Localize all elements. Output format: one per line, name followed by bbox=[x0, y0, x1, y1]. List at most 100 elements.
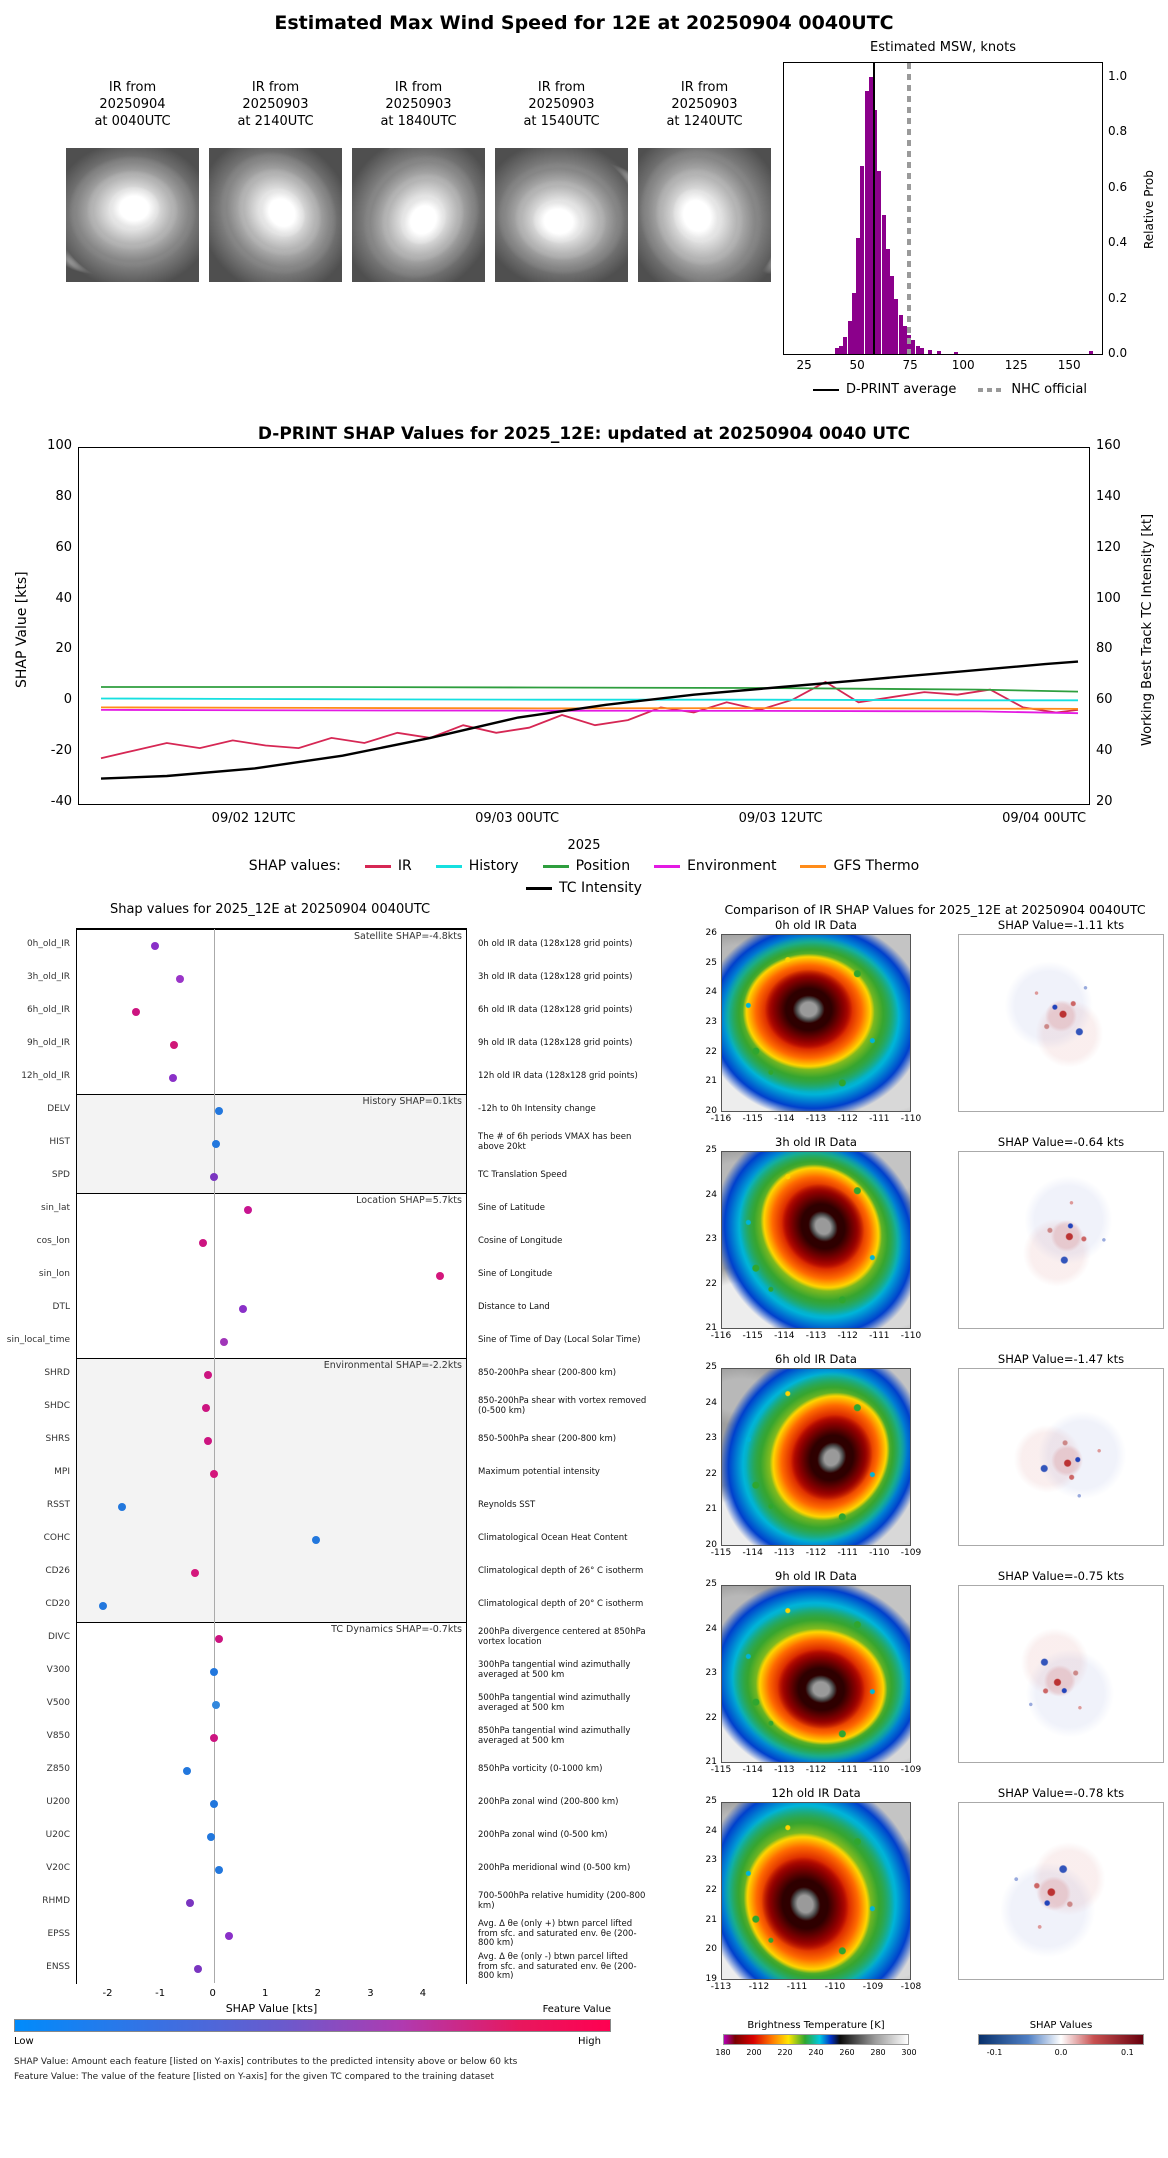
hist-xtick: 50 bbox=[849, 358, 865, 372]
histogram-bar bbox=[915, 345, 920, 354]
feature-description: 850-500hPa shear (200-800 km) bbox=[478, 1423, 648, 1456]
feature-name: CD20 bbox=[45, 1599, 70, 1609]
ir-thumbnail-label-line: 20250903 bbox=[528, 96, 595, 112]
feature-name: DELV bbox=[47, 1104, 70, 1114]
cloud-speckles bbox=[722, 1586, 910, 1762]
lon-tick: -112 bbox=[748, 1982, 770, 1992]
grayscale-storm-graphic bbox=[638, 148, 771, 282]
histogram-bar bbox=[851, 293, 856, 354]
ir-thumbnail-image bbox=[66, 148, 199, 282]
feature-description-text: 850-500hPa shear (200-800 km) bbox=[478, 1433, 617, 1444]
feature-dot bbox=[220, 1337, 229, 1346]
ft-xtick: 2 bbox=[314, 1988, 321, 1999]
ts-ytick-right: 20 bbox=[1096, 794, 1113, 809]
storm-core-graphic bbox=[722, 1152, 910, 1328]
ts-ytick-left: 80 bbox=[55, 488, 72, 504]
lat-tick: 20 bbox=[705, 1944, 717, 1955]
ir-thumbnail-label-line: at 2140UTC bbox=[237, 113, 314, 129]
grayscale-storm-graphic bbox=[66, 148, 199, 282]
lon-tick: -113 bbox=[710, 1982, 732, 1992]
group-shap-label: Environmental SHAP=-2.2kts bbox=[323, 1360, 462, 1371]
histogram-bar bbox=[856, 237, 861, 354]
group-shap-label: Location SHAP=5.7kts bbox=[356, 1195, 462, 1206]
histogram-bar bbox=[890, 276, 895, 354]
zero-reference-line bbox=[213, 929, 215, 1983]
series-gfs-thermo bbox=[100, 706, 1079, 710]
feature-description-text: 700-500hPa relative humidity (200-800 km… bbox=[478, 1890, 646, 1911]
ts-ytick-left: -20 bbox=[50, 743, 72, 759]
legend-prefix: SHAP values: bbox=[248, 858, 341, 874]
ts-ytick-left: 100 bbox=[47, 438, 72, 453]
ir-thumbnail-label: IR from 20250903 at 1540UTC bbox=[495, 80, 628, 131]
feature-description: TC Translation Speed bbox=[478, 1159, 648, 1192]
ir-thumbnail-label-line: IR from bbox=[394, 80, 443, 95]
feature-dot bbox=[191, 1568, 200, 1577]
feature-name: 12h_old_IR bbox=[21, 1071, 70, 1081]
page-title: Estimated Max Wind Speed for 12E at 2025… bbox=[274, 12, 894, 34]
feature-name: CD26 bbox=[45, 1566, 70, 1576]
ts-ytick-right: 60 bbox=[1096, 692, 1113, 708]
lat-tick: 21 bbox=[705, 1757, 717, 1767]
feature-name: HIST bbox=[49, 1137, 70, 1147]
legend-label: TC Intensity bbox=[559, 880, 642, 896]
group-shap-label: TC Dynamics SHAP=-0.7kts bbox=[331, 1624, 462, 1635]
ft-xtick: 3 bbox=[367, 1988, 374, 1999]
shap-speckles bbox=[959, 1369, 1163, 1545]
feature-name: 3h_old_IR bbox=[26, 972, 70, 982]
ir-thumbnail-label-line: at 1840UTC bbox=[380, 113, 457, 129]
ir-data-title: 12h old IR Data bbox=[771, 1786, 861, 1800]
histogram-bar bbox=[839, 345, 844, 354]
feature-dot bbox=[238, 1304, 247, 1313]
dprint-average-line bbox=[873, 63, 876, 354]
feature-name: DIVC bbox=[47, 1632, 70, 1642]
timeseries-canvas bbox=[100, 660, 1079, 780]
histogram-bar bbox=[911, 340, 916, 354]
ir-thumbnail-label-line: at 0040UTC bbox=[94, 113, 171, 129]
histogram-bar bbox=[864, 90, 869, 354]
feature-name: SHRS bbox=[45, 1434, 70, 1444]
feature-name: RHMD bbox=[42, 1896, 70, 1906]
feature-description: -12h to 0h Intensity change bbox=[478, 1093, 648, 1126]
feature-description: 9h old IR data (128x128 grid points) bbox=[478, 1027, 648, 1060]
lon-tick: -112 bbox=[805, 1765, 827, 1775]
feature-description: 700-500hPa relative humidity (200-800 km… bbox=[478, 1885, 648, 1918]
feature-name: cos_lon bbox=[36, 1236, 70, 1246]
bt-colorbar-tick: 260 bbox=[839, 2048, 855, 2057]
feature-dot bbox=[99, 1601, 108, 1610]
lon-tick: -115 bbox=[710, 1765, 732, 1775]
feature-dot bbox=[225, 1931, 234, 1940]
ir-data-map bbox=[721, 1368, 911, 1546]
histogram-bar bbox=[919, 348, 924, 354]
legend-label: GFS Thermo bbox=[833, 858, 920, 874]
shap-panel-title: SHAP Value=-0.75 kts bbox=[997, 1569, 1125, 1583]
feature-name: U200 bbox=[46, 1797, 70, 1807]
histogram-ylabel: Relative Prob bbox=[1142, 170, 1156, 250]
timeseries-title: D-PRINT SHAP Values for 2025_12E: update… bbox=[257, 424, 911, 444]
legend-swatch bbox=[435, 864, 462, 868]
ir-texture-layer bbox=[722, 1803, 910, 1979]
cloud-speckles bbox=[722, 1803, 910, 1979]
lat-tick: 25 bbox=[705, 957, 717, 968]
lon-tick: -112 bbox=[837, 1114, 858, 1124]
grayscale-storm-graphic bbox=[352, 148, 485, 282]
shap-colorbar-tick: -0.1 bbox=[986, 2048, 1003, 2057]
feature-value-colorbar bbox=[14, 2019, 611, 2032]
lat-tick: 21 bbox=[705, 1323, 717, 1333]
feature-description: 0h old IR data (128x128 grid points) bbox=[478, 928, 648, 961]
histogram-bar bbox=[873, 110, 878, 354]
ir-texture-layer bbox=[722, 1152, 910, 1328]
feature-description: Sine of Time of Day (Local Solar Time) bbox=[478, 1324, 648, 1357]
bt-colorbar-tick: 200 bbox=[746, 2048, 762, 2057]
feature-description-text: 200hPa zonal wind (200-800 km) bbox=[478, 1796, 619, 1807]
feature-description: Cosine of Longitude bbox=[478, 1225, 648, 1258]
lat-tick: 24 bbox=[705, 987, 717, 998]
feature-description-text: 500hPa tangential wind azimuthally avera… bbox=[478, 1692, 631, 1713]
ir-thumbnail-label: IR from 20250903 at 2140UTC bbox=[209, 80, 342, 131]
lat-tick: 24 bbox=[705, 1825, 717, 1836]
feature-description: Maximum potential intensity bbox=[478, 1456, 648, 1489]
shap-colorbar-tick: 0.0 bbox=[1054, 2048, 1068, 2057]
lat-tick: 25 bbox=[705, 1145, 717, 1155]
hist-xtick: 25 bbox=[796, 358, 812, 372]
histogram-bar bbox=[1089, 350, 1094, 354]
feature-dot bbox=[207, 1832, 216, 1841]
